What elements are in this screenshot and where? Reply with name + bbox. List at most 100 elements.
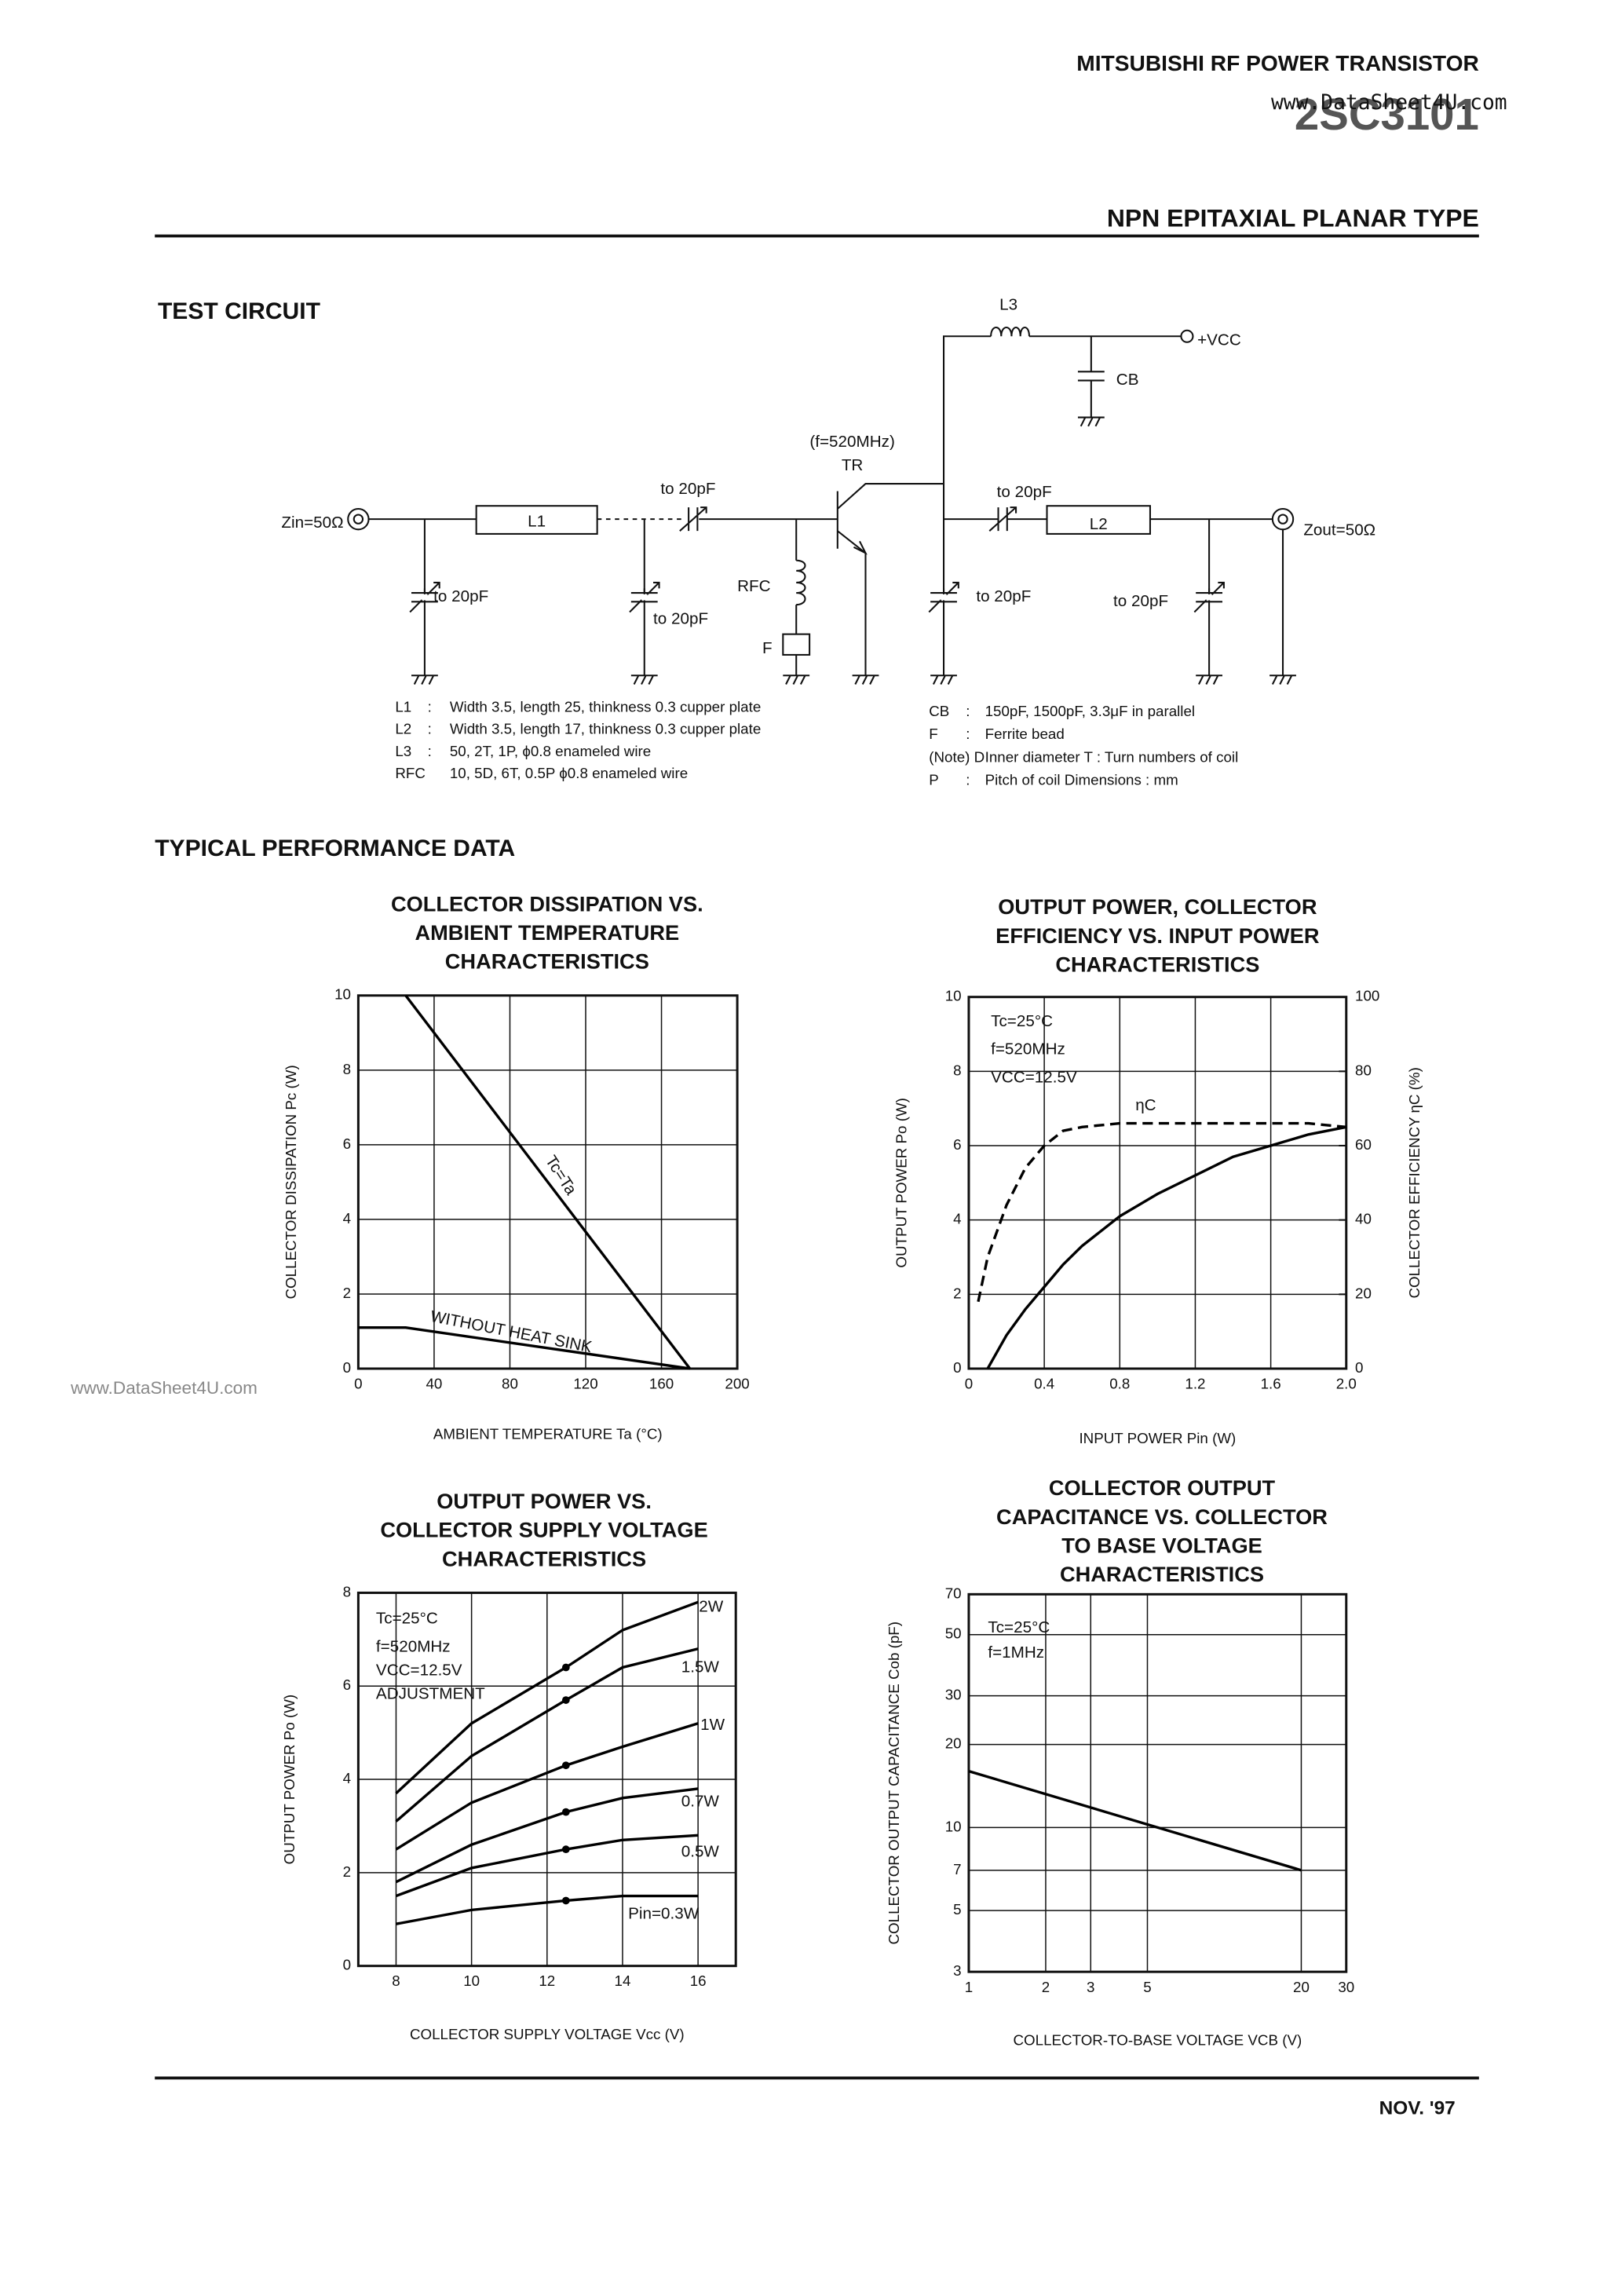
variable-capacitor bbox=[1193, 581, 1225, 613]
y-tick-label: 50 bbox=[945, 1625, 962, 1642]
y-tick-label: 4 bbox=[343, 1210, 351, 1227]
x-tick-label: 8 bbox=[392, 1972, 400, 1989]
data-point bbox=[561, 1696, 570, 1704]
plot-frame bbox=[356, 994, 739, 1370]
note-text: : bbox=[966, 748, 970, 765]
annotation: VCC=12.5V bbox=[991, 1068, 1077, 1086]
ground bbox=[411, 675, 438, 685]
side-watermark: www.DataSheet4U.com bbox=[70, 1378, 258, 1398]
note-text: Ferrite bead bbox=[985, 726, 1065, 742]
note-text: L2 bbox=[395, 721, 411, 737]
y-axis-label: OUTPUT POWER Po (W) bbox=[281, 1695, 298, 1865]
y-tick-label: 10 bbox=[945, 1818, 962, 1834]
series-label: 1.5W bbox=[681, 1658, 720, 1676]
gap bbox=[1206, 594, 1212, 601]
note-text: P bbox=[929, 771, 939, 788]
note-text: : bbox=[966, 771, 970, 788]
annotation: Tc=25°C bbox=[376, 1610, 438, 1628]
x-axis-label: COLLECTOR-TO-BASE VOLTAGE VCB (V) bbox=[1013, 2031, 1302, 2048]
chart-title: AMBIENT TEMPERATURE bbox=[415, 920, 679, 945]
x-tick-label: 0 bbox=[965, 1376, 973, 1392]
y-tick-label: 20 bbox=[945, 1735, 962, 1752]
x-tick-label: 40 bbox=[426, 1376, 442, 1392]
variable-capacitor bbox=[629, 581, 660, 613]
x-tick-label: 1.6 bbox=[1261, 1376, 1281, 1392]
x-tick-label: 10 bbox=[463, 1972, 480, 1989]
y-tick-label: 0 bbox=[953, 1359, 961, 1376]
note-text: Width 3.5, length 25, thinkness 0.3 cupp… bbox=[450, 699, 761, 715]
footer-date: NOV. '97 bbox=[1379, 2097, 1456, 2119]
note-text: : bbox=[428, 743, 432, 759]
chart-title: OUTPUT POWER, COLLECTOR bbox=[998, 894, 1317, 919]
chart-title: COLLECTOR DISSIPATION VS. bbox=[391, 891, 703, 916]
data-line bbox=[404, 994, 692, 1370]
x-tick-label: 3 bbox=[1087, 1979, 1094, 1995]
chart-title: CHARACTERISTICS bbox=[442, 1546, 646, 1570]
data-point bbox=[561, 1845, 570, 1854]
x-axis-label: COLLECTOR SUPPLY VOLTAGE Vcc (V) bbox=[410, 2026, 685, 2042]
chart-title: OUTPUT POWER VS. bbox=[437, 1489, 652, 1513]
y-axis-label: OUTPUT POWER Po (W) bbox=[893, 1098, 909, 1268]
chart-title: EFFICIENCY VS. INPUT POWER bbox=[995, 923, 1320, 948]
circuit-label: CB bbox=[1116, 371, 1139, 389]
x-tick-label: 1 bbox=[965, 1979, 973, 1995]
plot-frame bbox=[967, 1592, 1348, 1973]
circuit-label: to 20pF bbox=[976, 587, 1031, 605]
terminal bbox=[1277, 514, 1288, 525]
x-axis-label: INPUT POWER Pin (W) bbox=[1079, 1430, 1236, 1446]
plot-frame bbox=[967, 996, 1348, 1370]
annotation: ADJUSTMENT bbox=[376, 1685, 485, 1703]
circuit-label: RFC bbox=[737, 577, 771, 595]
series-label: 2W bbox=[699, 1598, 723, 1616]
note-text: Pitch of coil Dimensions : mm bbox=[985, 771, 1178, 788]
y2-tick-label: 100 bbox=[1355, 988, 1379, 1004]
x-tick-label: 0 bbox=[354, 1376, 362, 1392]
note-text: L3 bbox=[395, 743, 411, 759]
x-tick-label: 5 bbox=[1143, 1979, 1151, 1995]
x-tick-label: 160 bbox=[649, 1376, 674, 1392]
y-tick-label: 8 bbox=[953, 1062, 961, 1078]
y-axis-label: COLLECTOR OUTPUT CAPACITANCE Cob (pF) bbox=[886, 1621, 902, 1945]
x-tick-label: 30 bbox=[1338, 1979, 1354, 1995]
note-text: : bbox=[966, 726, 970, 742]
x-tick-label: 12 bbox=[539, 1972, 555, 1989]
y-tick-label: 2 bbox=[343, 1285, 351, 1301]
note-text: : bbox=[428, 699, 432, 715]
note-text: RFC bbox=[395, 765, 426, 781]
note-text: CB bbox=[929, 703, 949, 719]
chart-title: CHARACTERISTICS bbox=[1060, 1562, 1264, 1586]
chart-title: CHARACTERISTICS bbox=[445, 949, 649, 974]
y-tick-label: 10 bbox=[334, 986, 351, 1003]
capacitor-cb bbox=[1077, 371, 1105, 382]
y-tick-label: 70 bbox=[945, 1585, 962, 1601]
series-label: ηC bbox=[1135, 1096, 1156, 1114]
y-tick-label: 2 bbox=[343, 1863, 351, 1880]
y-tick-label: 30 bbox=[945, 1687, 962, 1703]
annotation: Tc=25°C bbox=[991, 1012, 1053, 1030]
y2-axis-label: COLLECTOR EFFICIENCY ηC (%) bbox=[1406, 1067, 1423, 1298]
watermark: www.DataSheet4U.com bbox=[1271, 91, 1507, 115]
circuit-label: F bbox=[762, 639, 773, 657]
note-text: 150pF, 1500pF, 3.3μF in parallel bbox=[985, 703, 1195, 719]
circuit-label: TR bbox=[842, 456, 864, 474]
circuit-label: L1 bbox=[528, 512, 546, 530]
y-tick-label: 8 bbox=[343, 1061, 351, 1077]
x-tick-label: 1.2 bbox=[1185, 1376, 1205, 1392]
x-tick-label: 16 bbox=[690, 1972, 707, 1989]
data-point bbox=[561, 1896, 570, 1905]
series-label: 0.5W bbox=[681, 1842, 720, 1860]
annotation: Tc=25°C bbox=[988, 1618, 1050, 1636]
data-line bbox=[977, 1121, 1346, 1303]
circuit-label: +VCC bbox=[1197, 331, 1241, 349]
y2-tick-label: 40 bbox=[1355, 1211, 1372, 1227]
rfc-coil bbox=[796, 559, 806, 606]
chart-title: CHARACTERISTICS bbox=[1055, 952, 1259, 976]
series-label: 0.7W bbox=[681, 1793, 720, 1811]
data-point bbox=[561, 1808, 570, 1816]
circuit-label: Zout=50Ω bbox=[1303, 521, 1375, 539]
circuit-label: to 20pF bbox=[997, 483, 1052, 501]
y2-tick-label: 0 bbox=[1355, 1359, 1363, 1376]
data-line bbox=[358, 1326, 691, 1370]
